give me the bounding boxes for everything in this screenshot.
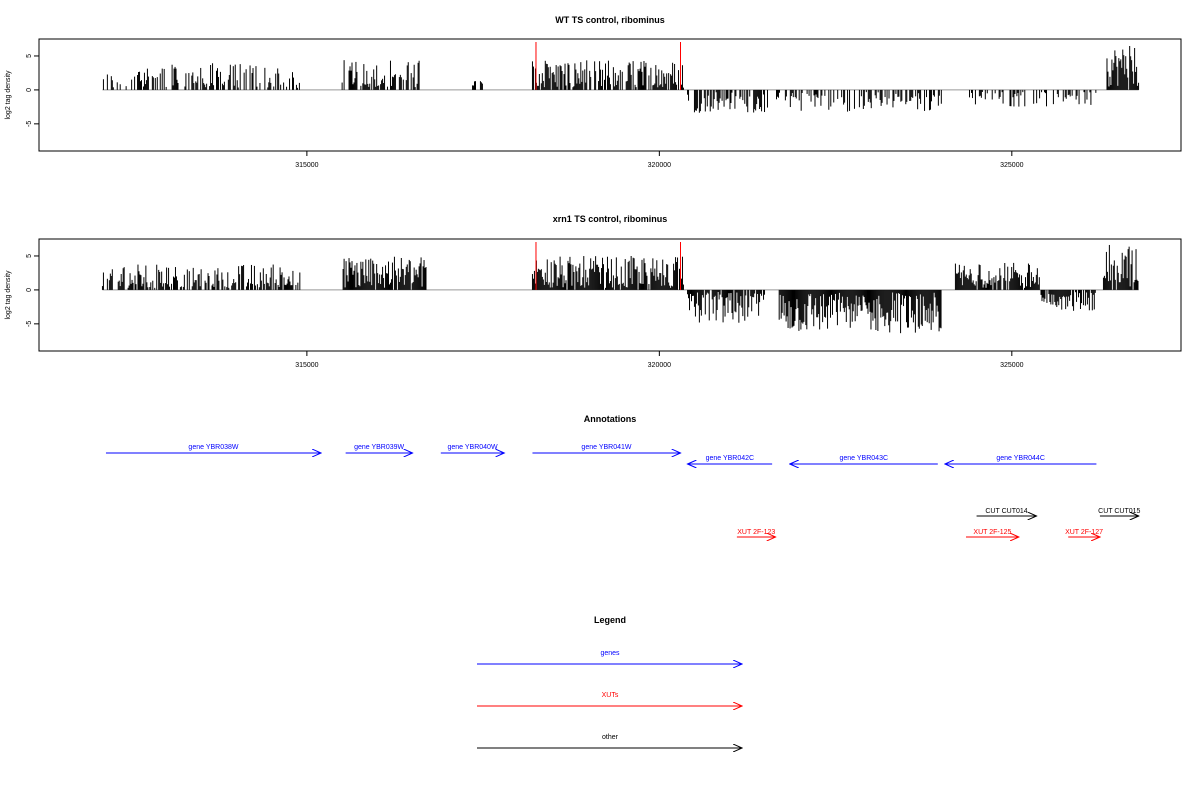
- y-axis-label: log2 tag density: [5, 70, 12, 120]
- gene-label: gene YBR044C: [996, 455, 1045, 462]
- bars-layer: [102, 42, 1140, 113]
- x-tick-label: 315000: [295, 162, 318, 169]
- legend-label: genes: [600, 650, 620, 657]
- panel-title: xrn1 TS control, ribominus: [553, 214, 668, 224]
- y-tick-label: 5: [26, 254, 33, 258]
- xut-label: XUT 2F-125: [973, 529, 1011, 536]
- legend-label: other: [602, 734, 619, 741]
- panel-title: WT TS control, ribominus: [555, 15, 665, 25]
- y-tick-label: 0: [26, 88, 33, 92]
- gene-label: gene YBR041W: [581, 444, 631, 451]
- annotation-arrows: gene YBR038W gene YBR039W gene YBR040W gene…: [105, 444, 1141, 537]
- gene-label: gene YBR039W: [354, 444, 404, 451]
- x-tick-label: 325000: [1000, 162, 1023, 169]
- y-axis-label: log2 tag density: [5, 270, 12, 320]
- x-tick-label: 315000: [295, 362, 318, 369]
- legend-panel: Legend genes XUTs other: [477, 615, 742, 748]
- plot-frame: [38, 238, 1182, 352]
- x-tick-label: 325000: [1000, 362, 1023, 369]
- xut-label: XUT 2F-123: [737, 529, 775, 536]
- x-axis: 315000 320000 325000: [295, 151, 1024, 169]
- plot-frame: [38, 38, 1182, 152]
- gene-label: gene YBR040W: [447, 444, 497, 451]
- x-tick-label: 320000: [648, 362, 671, 369]
- panel-wt: WT TS control, ribominus log2 tag densit…: [5, 15, 1182, 169]
- y-tick-label: -5: [26, 321, 33, 327]
- legend-items: genes XUTs other: [477, 650, 742, 748]
- xut-label: XUT 2F-127: [1065, 529, 1103, 536]
- y-axis: -5 0 5: [26, 254, 39, 327]
- gene-label: gene YBR038W: [188, 444, 238, 451]
- legend-label: XUTs: [602, 692, 619, 699]
- gene-label: gene YBR043C: [840, 455, 889, 462]
- cut-label: CUT CUT014: [985, 508, 1027, 515]
- panel-xrn1: xrn1 TS control, ribominus log2 tag dens…: [5, 214, 1182, 369]
- y-tick-label: -5: [26, 121, 33, 127]
- y-tick-label: 5: [26, 54, 33, 58]
- annotations-panel: Annotations gene YBR038W gene YBR039W gene…: [105, 414, 1141, 537]
- x-tick-label: 320000: [648, 162, 671, 169]
- gene-label: gene YBR042C: [706, 455, 755, 462]
- y-tick-label: 0: [26, 288, 33, 292]
- x-axis: 315000 320000 325000: [295, 351, 1024, 369]
- y-axis: -5 0 5: [26, 54, 39, 127]
- annotations-title: Annotations: [584, 414, 637, 424]
- legend-title: Legend: [594, 615, 626, 625]
- bars-layer: [101, 242, 1139, 334]
- cut-label: CUT CUT015: [1098, 508, 1140, 515]
